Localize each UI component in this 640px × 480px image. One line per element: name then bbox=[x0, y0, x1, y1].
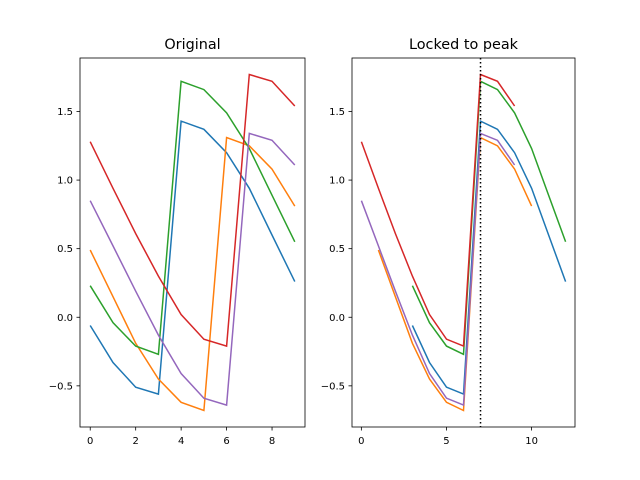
y-tick-label: 1.5 bbox=[57, 107, 73, 118]
series-line-4 bbox=[360, 132, 516, 407]
x-tick-label: 10 bbox=[525, 436, 538, 447]
series-line-4 bbox=[89, 132, 296, 407]
subplot-original: Original 0 2 4 6 8 −0.5 0.0 0.5 1.0 1.5 bbox=[49, 37, 306, 447]
subplot-locked-to-peak: Locked to peak 0 5 10 −0.5 0.0 0.5 1.0 1.5 bbox=[321, 37, 576, 447]
series-line-0 bbox=[411, 119, 567, 396]
y-tick-label: −0.5 bbox=[321, 381, 345, 392]
series-line-1 bbox=[89, 136, 296, 412]
y-tick-label: 1.0 bbox=[57, 176, 73, 187]
y-tick-label: 1.5 bbox=[329, 107, 345, 118]
series-line-2 bbox=[411, 80, 567, 356]
y-tick-label: 0.0 bbox=[57, 313, 73, 324]
subplot-title: Original bbox=[164, 37, 220, 53]
y-tick-label: −0.5 bbox=[49, 381, 73, 392]
y-tick-label: 1.0 bbox=[329, 176, 345, 187]
x-tick-label: 4 bbox=[178, 436, 184, 447]
series-line-2 bbox=[89, 80, 296, 356]
subplot-title: Locked to peak bbox=[409, 37, 519, 53]
series-line-1 bbox=[377, 136, 533, 412]
y-tick-label: 0.5 bbox=[329, 244, 345, 255]
series-line-3 bbox=[89, 73, 296, 348]
y-tick-label: 0.0 bbox=[329, 313, 345, 324]
series-line-3 bbox=[360, 73, 516, 348]
x-tick-label: 2 bbox=[132, 436, 138, 447]
axes-frame bbox=[79, 57, 306, 428]
x-tick-label: 0 bbox=[358, 436, 364, 447]
axes-frame bbox=[351, 57, 576, 428]
y-tick-label: 0.5 bbox=[57, 244, 73, 255]
series-line-0 bbox=[89, 120, 296, 396]
x-tick-label: 6 bbox=[223, 436, 229, 447]
x-tick-label: 0 bbox=[87, 436, 93, 447]
x-tick-label: 5 bbox=[443, 436, 449, 447]
x-tick-label: 8 bbox=[269, 436, 275, 447]
